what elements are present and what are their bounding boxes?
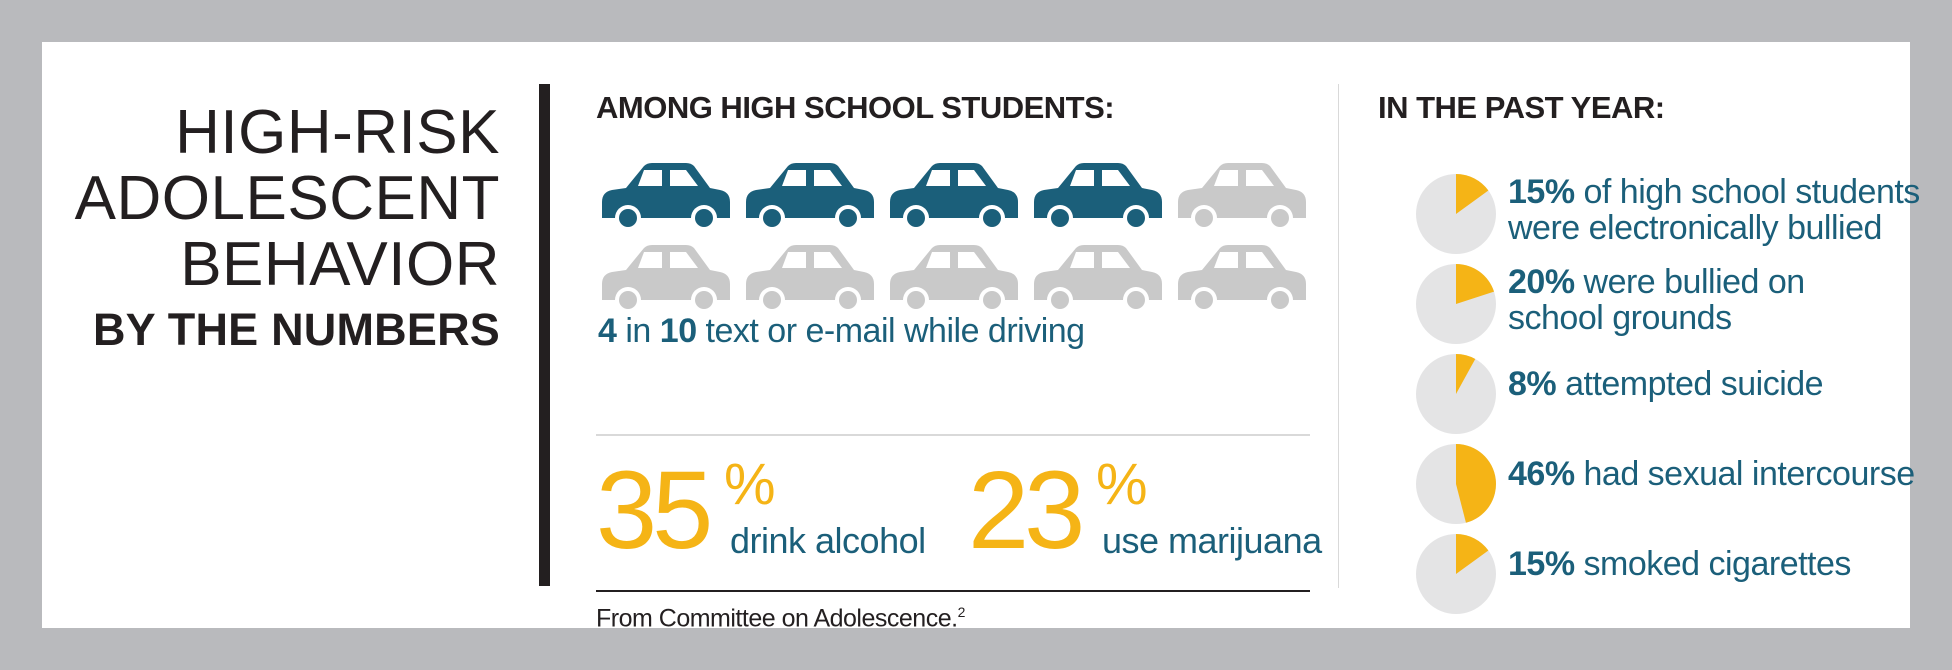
pie-text-line1: had sexual intercourse (1574, 455, 1916, 493)
main-title: HIGH-RISK ADOLESCENT BEHAVIOR BY THE NUM… (75, 100, 500, 360)
pie-chart (1416, 264, 1496, 344)
marijuana-value: 23 (968, 449, 1085, 572)
alcohol-percent-sign: % (724, 452, 776, 517)
section-heading-high-school: AMONG HIGH SCHOOL STUDENTS: (596, 90, 1115, 125)
car-icon (746, 163, 874, 231)
marijuana-label: use marijuana (1102, 520, 1322, 561)
car-icon (1178, 245, 1306, 313)
pie-percent: 20% (1508, 263, 1575, 301)
pie-text-line1: were bullied on (1574, 263, 1806, 301)
pie-chart (1416, 444, 1496, 524)
pie-text-line2: were electronically bullied (1508, 209, 1882, 247)
driving-stat: 4 in 10 text or e-mail while driving (598, 312, 1085, 351)
pie-slice (1456, 174, 1489, 214)
driving-num2: 10 (659, 312, 697, 350)
pie-percent: 46% (1508, 455, 1575, 493)
infographic-card: HIGH-RISK ADOLESCENT BEHAVIOR BY THE NUM… (42, 42, 1920, 632)
title-line-3: BEHAVIOR (180, 230, 500, 299)
title-line-1: HIGH-RISK (175, 98, 500, 167)
pie-label: 20% were bullied on school grounds (1508, 264, 1805, 336)
driving-in: in (616, 312, 660, 350)
car-icon (602, 163, 730, 231)
thin-divider (1338, 84, 1339, 588)
pie-label: 15% smoked cigarettes (1508, 546, 1851, 582)
pie-label: 8% attempted suicide (1508, 365, 1824, 403)
title-line-2: ADOLESCENT (74, 164, 500, 233)
pie-text-line1: attempted suicide (1556, 365, 1824, 403)
pie-percent: 15% (1508, 545, 1575, 583)
alcohol-value: 35 (596, 449, 713, 572)
pie-chart (1416, 534, 1496, 614)
pie-label: 15% of high school students were electron… (1508, 174, 1920, 246)
pie-slice (1456, 264, 1495, 304)
marijuana-percent-sign: % (1096, 452, 1148, 517)
source-ref: 2 (957, 604, 966, 620)
pie-percent: 15% (1508, 173, 1575, 211)
car-icon (890, 163, 1018, 231)
pie-text-line1: of high school students (1574, 173, 1921, 211)
thick-divider (539, 84, 550, 586)
source-note: From Committee on Adolescence.2 (596, 604, 965, 633)
car-icon (1034, 163, 1162, 231)
car-icon (1034, 245, 1162, 313)
driving-text: text or e-mail while driving (696, 312, 1086, 350)
alcohol-label: drink alcohol (730, 520, 926, 561)
pie-slice (1456, 444, 1496, 523)
pie-text-line1: smoked cigarettes (1574, 545, 1852, 583)
driving-num1: 4 (598, 312, 617, 350)
dark-divider (596, 590, 1310, 592)
light-divider (596, 434, 1310, 436)
pie-label: 46% had sexual intercourse (1508, 456, 1915, 492)
pie-slice (1456, 354, 1476, 394)
section-heading-past-year: IN THE PAST YEAR: (1378, 90, 1665, 125)
car-icon (1178, 163, 1306, 231)
pie-chart (1416, 354, 1496, 434)
pie-percent: 8% (1508, 365, 1557, 403)
pie-slice (1456, 534, 1489, 574)
pie-chart (1416, 174, 1496, 254)
car-icon (890, 245, 1018, 313)
car-icon (746, 245, 874, 313)
car-icon (602, 245, 730, 313)
past-year-section: IN THE PAST YEAR: 15% of high school stu… (1378, 90, 1920, 614)
title-line-4: BY THE NUMBERS (92, 304, 500, 355)
pie-text-line2: school grounds (1508, 299, 1732, 337)
high-school-section: AMONG HIGH SCHOOL STUDENTS: 4 in 10 text… (596, 90, 1356, 632)
source-text: From Committee on Adolescence. (596, 604, 958, 633)
